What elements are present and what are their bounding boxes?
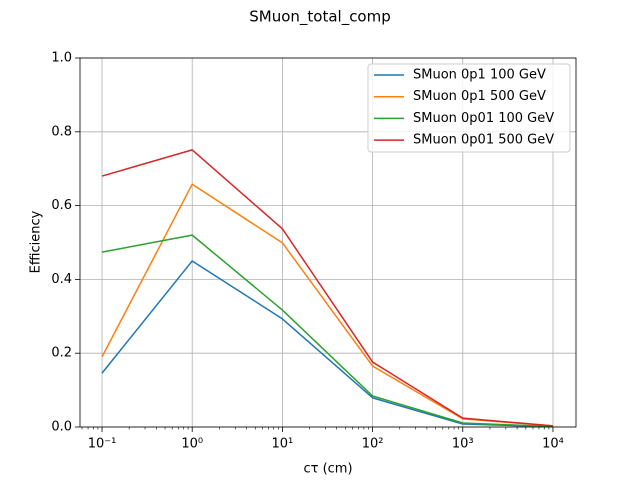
legend-label: SMuon 0p1 100 GeV: [413, 68, 546, 83]
series-line: [101, 234, 554, 428]
series-line: [101, 260, 553, 428]
x-tick-label: 10⁴: [542, 437, 564, 452]
x-axis-label: cτ (cm): [303, 462, 352, 477]
y-tick-label: 0.4: [51, 272, 72, 287]
x-tick-label: 10³: [452, 437, 474, 452]
x-tick-label: 10⁰: [181, 437, 203, 452]
series-line: [101, 149, 554, 427]
y-tick-label: 0.2: [51, 346, 72, 361]
y-tick-label: 0.0: [51, 420, 72, 435]
x-tick-label: 10²: [362, 437, 384, 452]
y-tick-label: 0.6: [51, 198, 72, 213]
legend-label: SMuon 0p01 100 GeV: [413, 111, 554, 126]
chart-title: SMuon_total_comp: [249, 8, 391, 27]
y-tick-label: 1.0: [51, 51, 72, 66]
y-tick-label: 0.8: [51, 124, 72, 139]
x-tick-label: 10¹: [272, 437, 294, 452]
y-axis-label: Efficiency: [29, 210, 44, 273]
legend-label: SMuon 0p1 500 GeV: [413, 89, 546, 104]
legend-label: SMuon 0p01 500 GeV: [413, 133, 554, 148]
plot-frame: [79, 57, 577, 428]
x-tick-label: 10⁻¹: [88, 437, 117, 452]
legend-box: [367, 63, 571, 153]
